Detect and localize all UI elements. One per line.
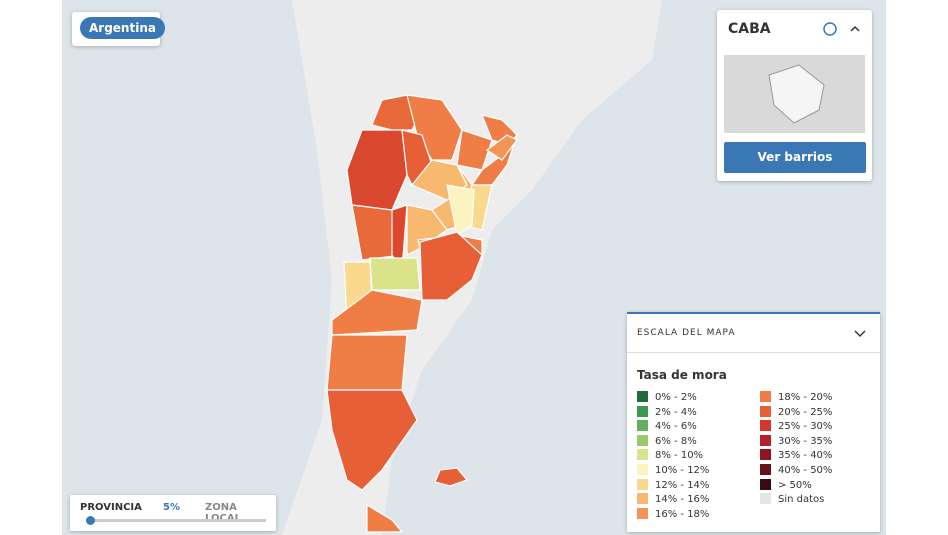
legend-item: 8% - 10% [637,449,703,461]
legend-label: 40% - 50% [778,465,833,476]
legend-item: 0% - 2% [637,391,697,403]
legend-swatch [637,507,648,519]
legend-item: 10% - 12% [637,464,709,476]
legend-swatch [760,391,771,402]
legend: ESCALA DEL MAPA Tasa de mora 0% - 2% 2% -… [627,312,880,532]
panel-title: CABA [728,21,771,37]
legend-swatch [760,434,771,446]
separator [627,352,880,353]
province [485,134,518,161]
legend-label: 0% - 2% [655,392,697,403]
legend-label: 12% - 14% [655,479,710,491]
legend-swatch [637,478,648,490]
legend-label: 30% - 35% [778,435,833,447]
islands [434,467,469,487]
legend-item: 16% - 18% [637,507,710,520]
legend-swatch [760,464,771,475]
legend-label: 10% - 12% [655,465,710,476]
legend-swatch [760,478,771,490]
legend-swatch [760,420,771,432]
legend-item: 14% - 16% [637,493,709,505]
zoom-slider: PROVINCIA 5% ZONA LOCAL [70,495,276,531]
chevron[interactable] [854,330,866,338]
caba-panel: CABA Ver barrios [717,10,872,181]
legend-label: 6% - 8% [655,435,697,447]
region-badge[interactable]: Argentina [72,12,165,46]
province [326,389,418,491]
legend-item: 25% - 30% [760,420,832,432]
legend-label: 18% - 20% [778,392,833,403]
legend-swatch [760,493,771,505]
map-svg [282,0,662,535]
provinces [326,94,518,533]
province [331,289,423,336]
minimap [724,55,865,133]
legend-label: 4% - 6% [655,421,697,433]
slider-knob[interactable] [86,516,95,525]
legend-item: 18% - 20% [760,391,832,403]
legend-item: 20% - 25% [760,405,833,418]
legend-label: 2% - 4% [655,406,697,418]
legend-item: 40% - 50% [760,464,832,476]
legend-header[interactable]: ESCALA DEL MAPA [637,328,736,338]
legend-swatch [760,449,771,461]
legend-item: 30% - 35% [760,434,833,447]
province [369,257,421,291]
legend-item: > 50% [760,478,812,491]
slider-right: ZONA LOCAL [205,502,241,524]
legend-label: 14% - 16% [655,494,710,506]
panel-icons[interactable] [821,20,861,38]
legend-swatch [637,391,648,402]
legend-label: > 50% [778,479,812,491]
legend-label: 16% - 18% [655,508,710,520]
slider-track[interactable] [86,519,266,522]
legend-item: 2% - 4% [637,405,697,418]
legend-item: 4% - 6% [637,420,697,432]
legend-item: 6% - 8% [637,434,697,447]
province [366,503,404,533]
ver-barrios-button[interactable]: Ver barrios [724,142,866,173]
province [326,334,408,391]
badge-label[interactable]: Argentina [80,17,165,39]
legend-swatch [637,434,648,446]
legend-label: 8% - 10% [655,450,704,462]
legend-item: Sin datos [760,493,824,505]
legend-swatch [637,493,648,505]
legend-item: 35% - 40% [760,449,832,461]
legend-swatch [760,405,771,417]
legend-swatch [637,464,648,475]
slider-value: 5% [163,502,180,513]
legend-label: 20% - 25% [778,406,833,418]
legend-swatch [637,420,648,432]
legend-swatch [637,449,648,461]
legend-swatch [637,405,648,417]
legend-title: Tasa de mora [637,368,727,382]
province [446,184,475,236]
legend-label: 35% - 40% [778,450,833,462]
legend-label: 25% - 30% [778,421,833,433]
legend-label: Sin datos [778,494,825,506]
slider-left: PROVINCIA [80,502,142,513]
legend-item: 12% - 14% [637,478,710,491]
